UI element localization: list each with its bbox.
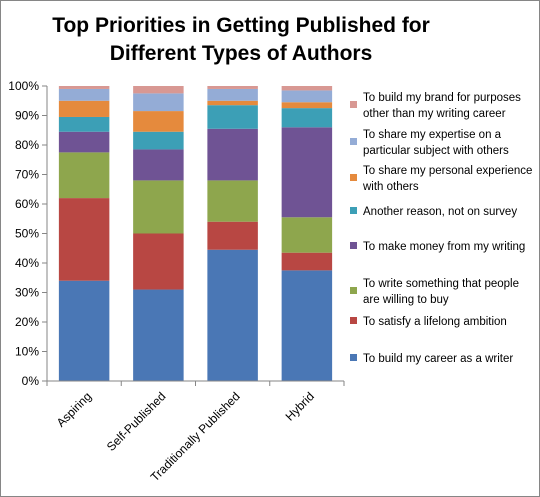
y-tick-label: 30% (15, 286, 39, 300)
legend-swatch (350, 287, 357, 294)
bar-segment (58, 86, 110, 89)
bar-segment (281, 86, 333, 91)
bar-segment (281, 252, 333, 271)
x-tick-label: Aspiring (54, 389, 95, 430)
x-tick-label: Self-Published (104, 389, 169, 454)
bar-segment (207, 88, 258, 101)
bar-segment (133, 131, 184, 150)
bar-segment (281, 270, 333, 381)
bar-segment (58, 100, 110, 117)
legend-label: are willing to buy (363, 294, 449, 306)
legend-label: Another reason, not on survey (363, 206, 517, 218)
bar-segment (281, 102, 333, 109)
legend-swatch (350, 174, 357, 181)
chart-title-line-2: Different Types of Authors (110, 42, 373, 65)
bar-segment (58, 88, 110, 101)
legend-label: To make money from my writing (363, 241, 525, 253)
y-tick-label: 90% (15, 109, 39, 123)
y-tick-label: 100% (8, 79, 39, 93)
bar-segment (207, 221, 258, 250)
bar-segment (207, 128, 258, 181)
bar-segment (133, 149, 184, 181)
legend-label: To satisfy a lifelong ambition (363, 316, 507, 328)
y-tick-label: 70% (15, 168, 39, 182)
bar-segment (133, 93, 184, 112)
plot-area: 0% 10% 20% 30% 40% 50% 60% 70% 80% 90% 100% Aspirin… (8, 79, 345, 484)
bar-segment (133, 111, 184, 132)
bar-segment (133, 86, 184, 94)
legend: To build my brand for purposes other than… (350, 92, 532, 365)
bar-segment (58, 116, 110, 132)
bar-segment (58, 198, 110, 281)
legend-swatch (350, 138, 357, 145)
legend-label: To share my personal experience (363, 165, 532, 177)
bar-segment (58, 131, 110, 153)
bar-segment (281, 217, 333, 253)
chart-title-line-1: Top Priorities in Getting Published for (52, 14, 430, 37)
legend-label: To build my brand for purposes (363, 92, 521, 104)
legend-label: To write something that people (363, 278, 519, 290)
y-tick-label: 40% (15, 256, 39, 270)
y-tick-label: 50% (15, 227, 39, 241)
bar-segment (207, 86, 258, 89)
bar-segment (281, 127, 333, 218)
y-tick-label: 60% (15, 197, 39, 211)
legend-swatch (350, 354, 357, 361)
bar-segment (281, 90, 333, 103)
bar-segment (207, 180, 258, 222)
bar-segment (207, 100, 258, 106)
bar-segment (133, 180, 184, 234)
legend-label: particular subject with others (363, 145, 509, 157)
x-tick-label: Hybrid (283, 389, 317, 423)
y-tick-label: 20% (15, 315, 39, 329)
legend-swatch (350, 207, 357, 214)
y-tick-label: 0% (22, 374, 40, 388)
y-tick-label: 80% (15, 138, 39, 152)
legend-label: with others (362, 181, 419, 193)
bar-segment (133, 289, 184, 381)
bar-segment (207, 249, 258, 381)
y-tick-label: 10% (15, 345, 39, 359)
bar-segment (133, 233, 184, 290)
legend-label: other than my writing career (363, 108, 506, 120)
legend-swatch (350, 317, 357, 324)
bar-segment (58, 280, 110, 381)
legend-swatch (350, 242, 357, 249)
legend-swatch (350, 101, 357, 108)
legend-label: To build my career as a writer (363, 353, 513, 365)
bar-segment (207, 105, 258, 129)
bar-segment (58, 152, 110, 199)
bar-segment (281, 108, 333, 128)
legend-label: To share my expertise on a (363, 129, 502, 141)
